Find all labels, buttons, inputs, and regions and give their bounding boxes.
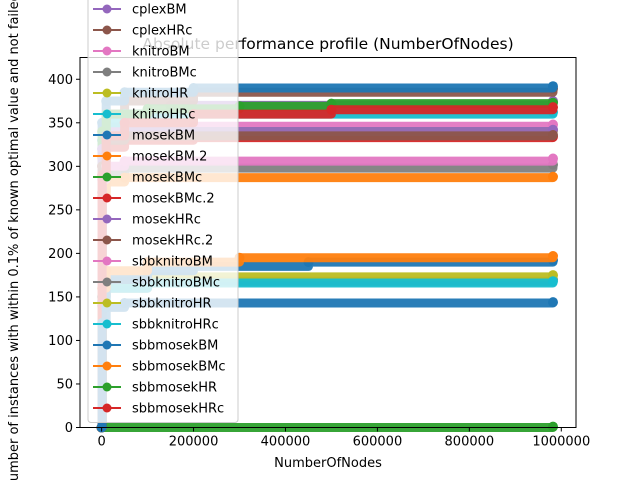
y-tick-label: 150 — [48, 290, 73, 305]
y-tick-label: 400 — [48, 73, 73, 88]
legend-label: mosekBMc — [132, 171, 202, 186]
legend-entry: mosekBM.2 — [93, 150, 207, 165]
y-tick-label: 200 — [48, 247, 73, 262]
data-point — [548, 297, 558, 308]
legend-label: mosekHRc — [132, 213, 201, 228]
legend-label: sbbknitroHRc — [132, 318, 219, 333]
data-point — [326, 104, 337, 115]
legend-swatch-marker — [102, 403, 112, 413]
x-tick-label: 200000 — [169, 435, 219, 450]
legend-label: mosekBMc.2 — [132, 192, 215, 207]
y-tick-label: 300 — [48, 160, 73, 175]
data-point — [548, 102, 558, 113]
legend-swatch-marker — [102, 319, 112, 329]
x-axis-title: NumberOfNodes — [274, 456, 382, 471]
legend-entry: sbbknitroBMc — [93, 276, 220, 291]
legend-label: sbbmosekHR — [132, 381, 217, 396]
legend-swatch-marker — [102, 298, 112, 308]
data-point — [548, 171, 558, 182]
legend-entry: knitroHRc — [93, 108, 195, 123]
legend-entry: mosekBM — [93, 129, 195, 144]
legend-entry: sbbmosekBMc — [93, 360, 225, 375]
y-tick-label: 350 — [48, 116, 73, 131]
legend-swatch-marker — [102, 340, 112, 350]
legend-label: mosekHRc.2 — [132, 234, 213, 249]
legend-entry: knitroBM — [93, 45, 190, 60]
x-tick-label: 800000 — [445, 435, 495, 450]
legend-entry: sbbmosekHR — [93, 381, 217, 396]
legend-entry: sbbknitroBM — [93, 255, 213, 270]
x-tick-label: 1000000 — [532, 435, 590, 450]
legend-label: sbbmosekBMc — [132, 360, 225, 375]
legend: cplexBM cplexHRc knitroBM knitroBMc knitroHR… — [87, 0, 239, 423]
legend-swatch-marker — [102, 4, 112, 14]
legend-swatch-marker — [102, 46, 112, 56]
legend-entry: mosekBMc.2 — [93, 192, 215, 207]
legend-entry: cplexBM — [93, 3, 187, 18]
legend-label: sbbmosekHRc — [132, 402, 224, 417]
data-point — [548, 251, 558, 261]
legend-label: knitroHR — [132, 87, 188, 102]
y-tick-label: 250 — [48, 203, 73, 218]
legend-label: mosekBM.2 — [132, 150, 207, 165]
legend-swatch-marker — [102, 382, 112, 392]
axes-frame — [79, 57, 577, 428]
y-tick-label: 0 — [65, 421, 73, 436]
legend-label: knitroBMc — [132, 66, 197, 81]
x-axis: 0 200000 400000 600000 800000 1000000 — [97, 427, 590, 450]
data-point — [548, 421, 558, 432]
legend-label: sbbknitroBMc — [132, 276, 220, 291]
legend-label: cplexBM — [132, 3, 187, 18]
legend-swatch-marker — [102, 109, 112, 119]
legend-label: knitroBM — [132, 45, 190, 60]
legend-swatch-marker — [102, 256, 112, 266]
legend-entry: cplexHRc — [93, 24, 192, 39]
y-axis-title: Number of instances with within 0.1% of … — [7, 0, 22, 480]
x-tick-label: 600000 — [353, 435, 403, 450]
legend-swatch-marker — [102, 214, 112, 224]
legend-swatch-marker — [102, 151, 112, 161]
data-point — [548, 153, 558, 164]
legend-box — [87, 0, 239, 423]
legend-label: knitroHRc — [132, 108, 195, 123]
data-point — [548, 276, 558, 287]
data-point — [548, 81, 558, 92]
legend-entry: mosekHRc — [93, 213, 201, 228]
legend-entry: sbbmosekBM — [93, 339, 218, 354]
legend-swatch-marker — [102, 172, 112, 182]
legend-label: sbbmosekBM — [132, 339, 218, 354]
legend-swatch-marker — [102, 277, 112, 287]
legend-entry: knitroBMc — [93, 66, 197, 81]
legend-entry: mosekBMc — [93, 171, 202, 186]
legend-entry: sbbmosekHRc — [93, 402, 224, 417]
legend-swatch-marker — [102, 193, 112, 203]
legend-label: cplexHRc — [132, 24, 192, 39]
legend-swatch-marker — [102, 130, 112, 140]
y-axis: 0 50 100 150 200 250 300 350 400 — [48, 73, 80, 436]
y-tick-label: 100 — [48, 334, 73, 349]
legend-entry: knitroHR — [93, 87, 188, 102]
legend-label: sbbknitroBM — [132, 255, 213, 270]
legend-swatch-marker — [102, 67, 112, 77]
x-tick-label: 400000 — [261, 435, 311, 450]
data-point — [548, 130, 558, 140]
y-tick-label: 50 — [56, 377, 73, 392]
legend-entry: sbbknitroHR — [93, 297, 212, 312]
legend-swatch-marker — [102, 235, 112, 245]
legend-swatch-marker — [102, 88, 112, 98]
legend-label: sbbknitroHR — [132, 297, 212, 312]
legend-swatch-marker — [102, 361, 112, 371]
legend-entry: mosekHRc.2 — [93, 234, 213, 249]
x-tick-label: 0 — [97, 435, 105, 450]
legend-swatch-marker — [102, 25, 112, 35]
legend-label: mosekBM — [132, 129, 195, 144]
legend-entry: sbbknitroHRc — [93, 318, 219, 333]
